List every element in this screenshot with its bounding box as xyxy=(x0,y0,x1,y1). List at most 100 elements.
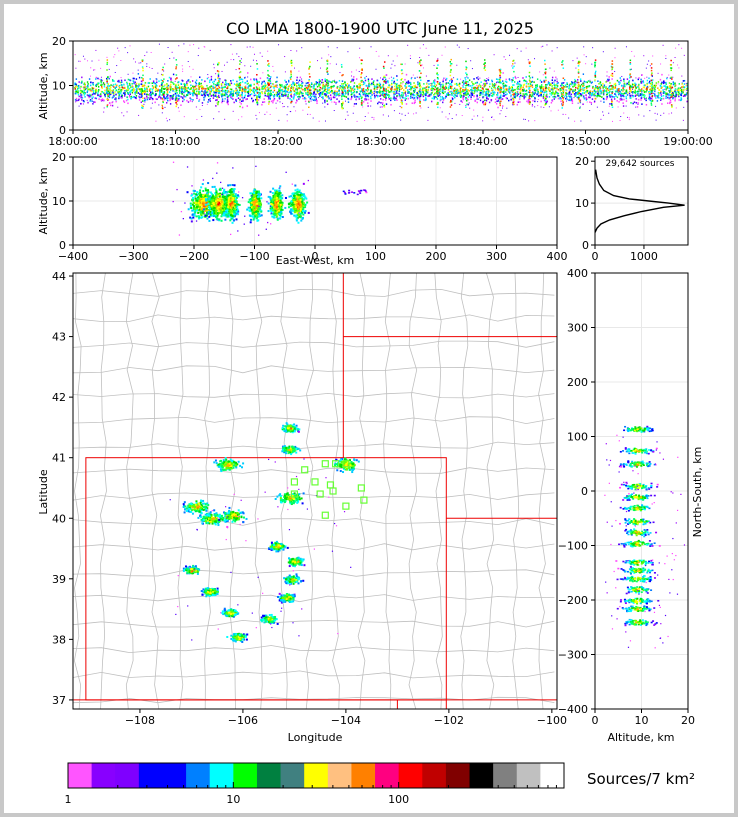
time-source-point xyxy=(218,96,220,98)
time-source-point xyxy=(632,90,635,93)
time-source-point xyxy=(557,109,559,111)
time-source-point xyxy=(101,91,103,93)
time-source-point xyxy=(79,89,82,92)
time-source-point xyxy=(144,99,147,101)
time-source-point xyxy=(344,90,347,93)
time-burst-point xyxy=(466,73,468,76)
time-source-point xyxy=(144,81,147,84)
time-source-point xyxy=(404,114,406,116)
time-source-point xyxy=(278,119,280,121)
time-source-point xyxy=(232,94,234,97)
time-source-point xyxy=(113,80,115,82)
time-source-point xyxy=(430,82,432,84)
time-source-point xyxy=(135,84,137,87)
time-source-point xyxy=(456,64,458,66)
time-source-point xyxy=(444,46,446,48)
time-source-point xyxy=(385,82,387,84)
time-source-point xyxy=(624,85,626,88)
time-source-point xyxy=(334,96,336,99)
time-source-point xyxy=(634,92,637,94)
time-source-point xyxy=(530,95,533,98)
time-source-point xyxy=(411,93,413,96)
time-source-point xyxy=(78,60,80,62)
time-source-point xyxy=(638,114,640,116)
time-source-point xyxy=(140,90,142,92)
time-source-point xyxy=(232,79,234,82)
time-source-point xyxy=(531,105,533,107)
time-burst-point xyxy=(256,88,259,90)
time-source-point xyxy=(207,101,209,103)
time-source-point xyxy=(262,72,264,74)
time-source-point xyxy=(408,91,410,93)
time-source-point xyxy=(477,76,479,78)
time-source-point xyxy=(526,81,528,83)
time-burst-point xyxy=(400,88,402,90)
time-source-point xyxy=(417,82,419,85)
time-source-point xyxy=(171,88,174,90)
time-source-point xyxy=(167,79,169,82)
time-burst-point xyxy=(449,61,451,63)
time-source-point xyxy=(554,79,556,82)
time-source-point xyxy=(409,55,411,57)
time-source-point xyxy=(267,99,269,101)
time-source-point xyxy=(425,94,427,97)
time-source-point xyxy=(232,90,234,92)
time-source-point xyxy=(213,63,215,65)
time-source-point xyxy=(540,93,542,96)
time-source-point xyxy=(464,86,467,89)
time-source-point xyxy=(327,73,329,75)
time-source-point xyxy=(121,86,124,89)
time-source-point xyxy=(234,92,237,95)
time-source-point xyxy=(295,91,297,94)
time-source-point xyxy=(118,95,120,98)
time-source-point xyxy=(166,93,168,96)
time-source-point xyxy=(316,91,319,94)
time-source-point xyxy=(315,93,317,96)
time-source-point xyxy=(551,76,554,79)
time-source-point xyxy=(570,98,573,100)
time-source-point xyxy=(270,94,273,96)
time-source-point xyxy=(87,94,89,97)
time-source-point xyxy=(118,85,120,88)
time-source-point xyxy=(635,87,638,89)
time-source-point xyxy=(635,98,637,100)
time-burst-point xyxy=(341,107,344,110)
time-source-point xyxy=(572,89,574,91)
time-source-point xyxy=(480,93,482,96)
time-source-point xyxy=(387,86,389,89)
time-source-point xyxy=(502,95,504,97)
time-source-point xyxy=(91,60,93,62)
time-source-point xyxy=(305,82,308,85)
time-source-point xyxy=(397,85,399,87)
time-source-point xyxy=(639,94,642,96)
time-source-point xyxy=(211,81,214,84)
time-source-point xyxy=(227,86,229,88)
time-burst-point xyxy=(325,96,328,98)
time-source-point xyxy=(543,79,545,82)
time-source-point xyxy=(203,91,205,93)
time-source-point xyxy=(587,80,590,82)
time-source-point xyxy=(241,86,243,89)
time-source-point xyxy=(252,89,254,91)
time-source-point xyxy=(322,81,324,84)
time-burst-point xyxy=(290,70,292,72)
time-source-point xyxy=(467,92,469,95)
time-source-point xyxy=(455,82,458,85)
time-source-point xyxy=(482,91,484,93)
time-burst-point xyxy=(217,78,220,80)
time-source-point xyxy=(230,96,233,99)
time-source-point xyxy=(562,84,565,87)
time-source-point xyxy=(319,93,322,96)
time-source-point xyxy=(660,99,662,101)
time-source-point xyxy=(451,91,453,94)
time-source-point xyxy=(206,93,208,96)
time-source-point xyxy=(505,96,507,99)
time-source-point xyxy=(307,89,309,91)
time-source-point xyxy=(412,90,415,92)
time-source-point xyxy=(493,93,495,96)
time-source-point xyxy=(668,74,670,76)
time-source-point xyxy=(416,96,419,99)
time-source-point xyxy=(410,87,412,89)
time-source-point xyxy=(181,65,183,67)
time-burst-point xyxy=(384,87,386,90)
